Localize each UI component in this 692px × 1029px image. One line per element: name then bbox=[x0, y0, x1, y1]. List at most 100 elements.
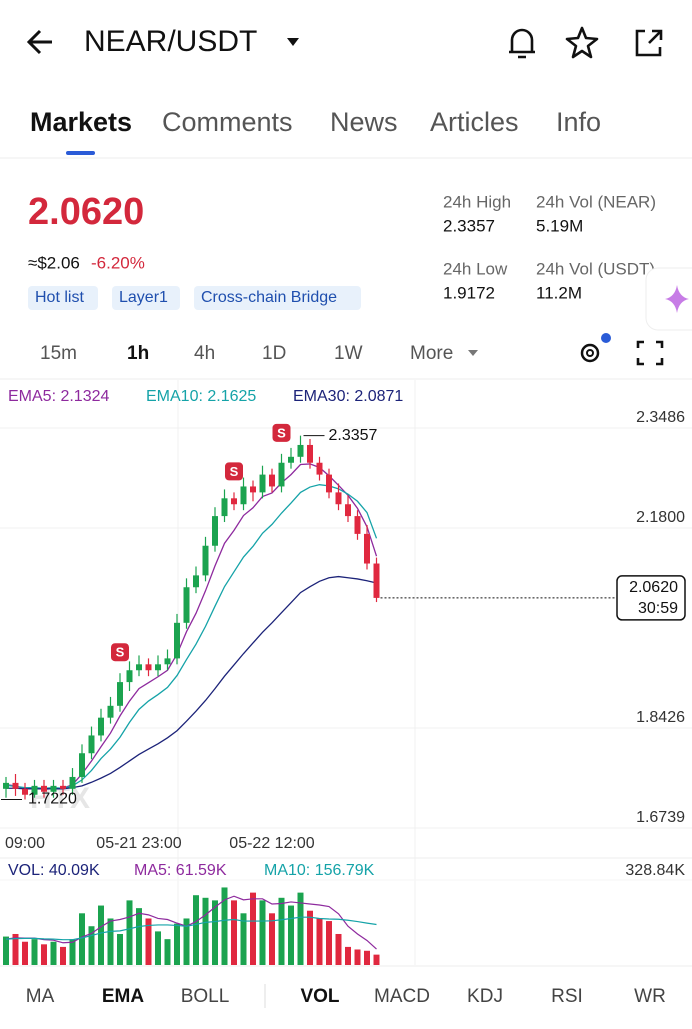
indicator-tab[interactable]: WR bbox=[634, 986, 666, 1007]
share-icon[interactable] bbox=[635, 29, 663, 57]
more-caret[interactable] bbox=[468, 350, 478, 356]
volume-bar bbox=[164, 939, 171, 965]
tag-chip[interactable] bbox=[194, 286, 361, 310]
volume-bar bbox=[307, 910, 313, 965]
indicator-tab[interactable]: RSI bbox=[551, 986, 583, 1007]
interval[interactable]: 15m bbox=[40, 343, 77, 364]
sell-signal bbox=[111, 643, 129, 662]
candle-body bbox=[145, 664, 152, 671]
candle-body bbox=[69, 776, 76, 789]
tab[interactable]: Comments bbox=[162, 107, 293, 137]
price-change: -6.20% bbox=[91, 253, 145, 272]
volume-bar bbox=[3, 936, 9, 965]
last-price-label: 2.0620 bbox=[629, 579, 678, 596]
indicator-tab[interactable]: BOLL bbox=[181, 986, 230, 1007]
candle-body bbox=[326, 474, 332, 493]
volume-bar bbox=[326, 921, 332, 965]
volume-bar bbox=[145, 918, 152, 965]
tag-chip[interactable] bbox=[28, 286, 98, 310]
intervals: 15m 1h 4h 1D 1W More bbox=[40, 343, 453, 364]
candle-body bbox=[240, 486, 247, 505]
tag-label: Hot list bbox=[35, 289, 84, 306]
tag-chip[interactable] bbox=[112, 286, 180, 310]
tab[interactable]: Markets bbox=[30, 107, 132, 137]
y-tick-label: 2.3486 bbox=[636, 409, 685, 426]
candle-body bbox=[231, 498, 237, 505]
tab[interactable]: News bbox=[330, 107, 398, 137]
tab[interactable]: Info bbox=[556, 107, 601, 137]
indicator-legend: EMA10: 2.1625 bbox=[146, 388, 256, 405]
tab[interactable]: Articles bbox=[430, 107, 519, 137]
sparkle-icon bbox=[665, 285, 689, 313]
indicator-tab[interactable]: EMA bbox=[102, 986, 145, 1007]
stat-value: 1.9172 bbox=[443, 283, 495, 302]
interval[interactable]: 1W bbox=[334, 343, 363, 364]
fullscreen-icon[interactable] bbox=[636, 340, 664, 366]
interval[interactable]: 1D bbox=[262, 343, 286, 364]
volume-legend: VOL: 40.09K bbox=[8, 862, 100, 879]
stat-label: 24h Vol (USDT) bbox=[536, 259, 655, 278]
candle-body bbox=[202, 545, 209, 576]
candle-body bbox=[107, 705, 114, 718]
candle-body bbox=[364, 533, 370, 564]
indicator-tab[interactable]: MACD bbox=[374, 986, 430, 1007]
volume-bar bbox=[250, 892, 256, 965]
volume-ma-line bbox=[5, 895, 377, 950]
tab-bar: Markets Comments News Articles Info bbox=[30, 107, 601, 137]
candle-body bbox=[117, 682, 123, 706]
volume-bar bbox=[12, 933, 19, 965]
candle-body bbox=[126, 670, 133, 683]
candle-body bbox=[174, 622, 180, 659]
volume-bar bbox=[212, 900, 218, 965]
y-tick-label: 1.8426 bbox=[636, 709, 685, 726]
candle-body bbox=[98, 717, 104, 736]
interval[interactable]: 4h bbox=[194, 343, 215, 364]
stat-value: 5.19M bbox=[536, 216, 583, 235]
candle-body bbox=[22, 788, 28, 795]
alert-icon[interactable] bbox=[509, 28, 535, 59]
indicator-tab[interactable]: MA bbox=[26, 986, 55, 1007]
settings-icon-center bbox=[586, 349, 594, 357]
volume-bar bbox=[316, 918, 323, 965]
indicator-legend: EMA30: 2.0871 bbox=[293, 388, 403, 405]
notification-dot bbox=[601, 333, 611, 343]
candle-body bbox=[288, 456, 294, 463]
tag-label: Layer1 bbox=[119, 289, 168, 306]
volume-bar bbox=[345, 946, 351, 965]
indicator-tab[interactable]: VOL bbox=[300, 986, 339, 1007]
volume-bar bbox=[31, 939, 38, 965]
volume-bar bbox=[155, 931, 161, 965]
candle-body bbox=[183, 587, 190, 623]
candle-body bbox=[250, 486, 256, 493]
interval[interactable]: More bbox=[410, 343, 453, 364]
volume-bar bbox=[288, 905, 294, 965]
candle-body bbox=[164, 658, 171, 665]
volume-bar bbox=[69, 939, 76, 965]
candle-body bbox=[60, 785, 66, 789]
x-tick-label: 09:00 bbox=[5, 835, 45, 852]
volume-bar bbox=[269, 913, 275, 965]
volume-bar bbox=[117, 933, 123, 965]
indicator-tab[interactable]: KDJ bbox=[467, 986, 503, 1007]
countdown: 30:59 bbox=[638, 600, 678, 617]
volume-bar bbox=[364, 950, 370, 965]
sell-signal-label: S bbox=[277, 425, 286, 440]
candle-body bbox=[12, 782, 19, 789]
candle-body bbox=[259, 474, 266, 493]
volume-bar bbox=[231, 900, 237, 965]
candle-body bbox=[50, 785, 57, 792]
volume-legend: MA5: 61.59K bbox=[134, 862, 227, 879]
back-button[interactable] bbox=[26, 29, 52, 55]
volume-ma-line bbox=[5, 916, 377, 941]
pair-title[interactable]: NEAR/USDT bbox=[84, 25, 257, 58]
stat-label: 24h Low bbox=[443, 259, 508, 278]
settings-icon[interactable] bbox=[580, 343, 600, 363]
interval[interactable]: 1h bbox=[127, 343, 149, 364]
indicator-line bbox=[5, 484, 378, 789]
sell-signal bbox=[225, 462, 243, 481]
pair-dropdown[interactable] bbox=[287, 38, 299, 46]
candle-body bbox=[373, 563, 380, 598]
favorite-icon[interactable] bbox=[565, 26, 599, 59]
